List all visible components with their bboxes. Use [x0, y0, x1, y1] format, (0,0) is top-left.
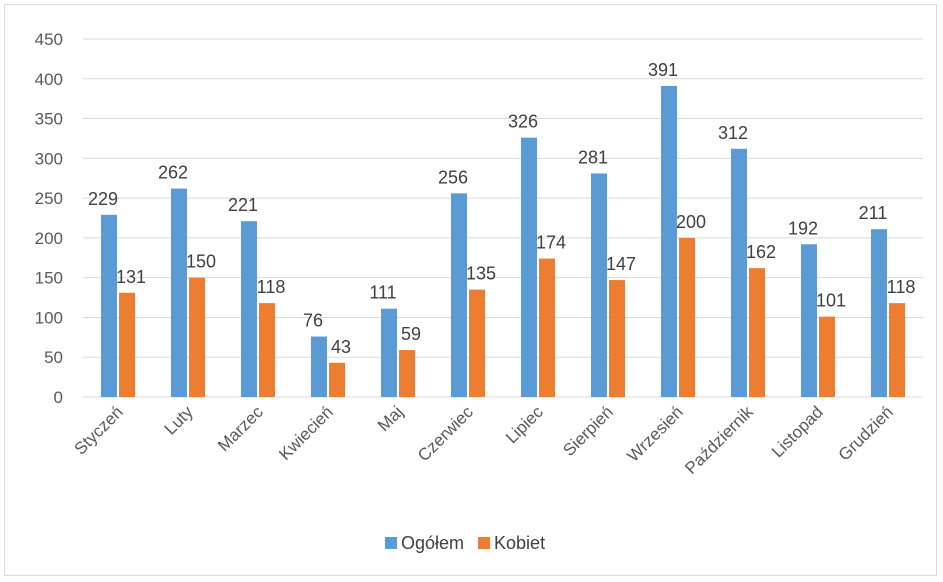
bar-kobiet: [749, 268, 765, 397]
bar-ogolem: [241, 221, 257, 397]
data-label-ogolem: 229: [88, 189, 118, 209]
bar-kobiet: [609, 280, 625, 397]
data-label-ogolem: 76: [303, 311, 323, 331]
x-tick-label: Lipiec: [502, 402, 547, 447]
data-label-kobiet: 43: [331, 337, 351, 357]
bar-kobiet: [329, 362, 345, 397]
x-tick-label: Kwiecień: [275, 402, 337, 464]
data-label-kobiet: 118: [887, 277, 916, 297]
x-tick-label: Luty: [161, 402, 198, 439]
data-label-ogolem: 111: [369, 283, 396, 303]
bar-ogolem: [661, 85, 677, 397]
y-tick-label: 350: [35, 110, 63, 129]
bar-ogolem: [381, 308, 397, 397]
y-tick-label: 300: [35, 149, 63, 168]
data-label-kobiet: 150: [186, 252, 216, 272]
bar-ogolem: [311, 336, 327, 397]
y-axis-ticks: 0 50 100 150 200 250 300 350 400 450: [35, 30, 63, 407]
bar-kobiet: [189, 277, 205, 397]
x-tick-label: Marzec: [214, 402, 267, 455]
gridlines: [83, 38, 923, 398]
data-label-kobiet: 131: [116, 267, 146, 287]
x-tick-label: Wrzesień: [624, 402, 687, 465]
data-label-ogolem: 211: [859, 203, 888, 223]
bar-ogolem: [731, 148, 747, 397]
data-label-kobiet: 174: [536, 233, 566, 253]
data-label-kobiet: 59: [401, 324, 421, 344]
chart-frame: 0 50 100 150 200 250 300 350 400 450 229 131 262 150…: [4, 4, 937, 576]
data-label-ogolem: 326: [508, 112, 538, 132]
bar-ogolem: [101, 214, 117, 397]
bar-kobiet: [259, 303, 275, 397]
bar-ogolem: [801, 244, 817, 397]
bar-ogolem: [451, 193, 467, 397]
x-tick-label: Maj: [374, 402, 407, 435]
data-label-kobiet: 162: [746, 242, 776, 262]
bar-kobiet: [469, 289, 485, 397]
data-label-kobiet: 200: [676, 212, 706, 232]
bar-chart: 0 50 100 150 200 250 300 350 400 450 229 131 262 150…: [35, 30, 923, 553]
bar-ogolem: [871, 229, 887, 397]
x-tick-label: Grudzień: [835, 402, 897, 464]
y-tick-label: 400: [35, 70, 63, 89]
bar-kobiet: [539, 258, 555, 397]
x-tick-label: Sierpień: [559, 402, 617, 460]
x-tick-label: Styczeń: [71, 402, 127, 458]
x-tick-label: Czerwiec: [414, 402, 477, 465]
data-label-ogolem: 192: [788, 218, 818, 238]
y-tick-label: 250: [35, 189, 63, 208]
data-labels: 229 131 262 150 221 118 76 43 111 59 256 135 326 174 2…: [88, 60, 915, 357]
y-tick-label: 200: [35, 229, 63, 248]
data-label-ogolem: 256: [438, 167, 468, 187]
y-tick-label: 150: [35, 269, 63, 288]
bar-ogolem: [591, 173, 607, 397]
x-tick-label: Październik: [681, 402, 757, 478]
data-label-kobiet: 101: [816, 291, 846, 311]
data-label-ogolem: 262: [158, 163, 188, 183]
legend: Ogółem Kobiet: [385, 533, 545, 553]
bar-kobiet: [399, 350, 415, 397]
y-tick-label: 50: [44, 348, 63, 367]
bar-ogolem: [521, 137, 537, 397]
bars: [101, 85, 905, 397]
data-label-ogolem: 391: [648, 60, 678, 80]
x-axis-ticks: Styczeń Luty Marzec Kwiecień Maj Czerwiec Lipi…: [71, 402, 897, 478]
bar-kobiet: [119, 292, 135, 397]
data-label-kobiet: 135: [466, 264, 496, 284]
bar-kobiet: [679, 237, 695, 397]
legend-swatch-kobiet: [478, 537, 491, 549]
data-label-kobiet: 147: [606, 254, 636, 274]
data-label-ogolem: 221: [228, 195, 258, 215]
data-label-kobiet: 118: [257, 277, 286, 297]
data-label-ogolem: 281: [578, 147, 608, 167]
x-tick-label: Listopad: [768, 402, 827, 461]
data-label-ogolem: 312: [718, 123, 748, 143]
legend-swatch-ogolem: [385, 537, 397, 549]
bar-kobiet: [819, 316, 835, 397]
y-tick-label: 0: [54, 388, 63, 407]
legend-label-ogolem: Ogółem: [401, 533, 464, 553]
y-tick-label: 450: [35, 30, 63, 49]
bar-ogolem: [171, 188, 187, 397]
legend-label-kobiet: Kobiet: [494, 533, 545, 553]
y-tick-label: 100: [35, 308, 63, 327]
bar-kobiet: [889, 303, 905, 397]
